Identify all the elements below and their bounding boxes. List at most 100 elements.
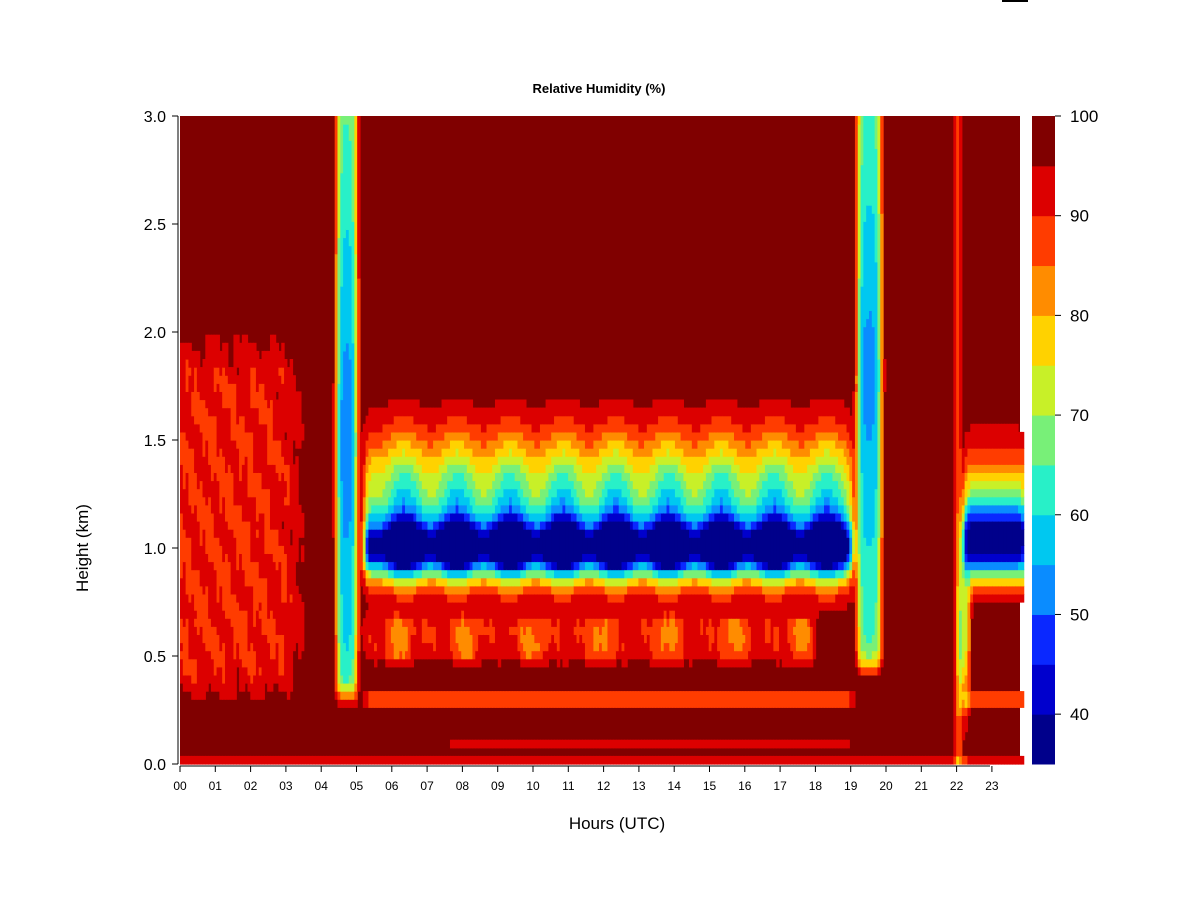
heatmap-cell <box>438 561 443 571</box>
heatmap-cell <box>669 521 673 571</box>
heatmap-cell <box>210 415 215 482</box>
heatmap-cell <box>449 480 454 490</box>
heatmap-cell <box>722 755 727 765</box>
heatmap-cell <box>517 448 521 457</box>
x-tick-label: 22 <box>950 779 964 793</box>
heatmap-cell <box>337 683 341 692</box>
heatmap-cell <box>219 448 223 514</box>
heatmap-cell <box>970 521 974 554</box>
heatmap-cell <box>472 755 476 765</box>
heatmap-cell <box>584 529 589 538</box>
heatmap-cell <box>596 577 600 587</box>
heatmap-cell <box>998 423 1002 449</box>
heatmap-cell <box>604 658 609 668</box>
heatmap-cell <box>537 537 541 554</box>
heatmap-cell <box>1012 496 1016 506</box>
heatmap-cell <box>556 464 561 473</box>
heatmap-cell <box>635 585 639 595</box>
heatmap-cell <box>523 472 527 498</box>
heatmap-cell <box>213 569 218 627</box>
heatmap-cell <box>371 496 375 506</box>
heatmap-cell <box>365 415 370 441</box>
heatmap-cell <box>531 440 535 457</box>
heatmap-cell <box>523 739 527 749</box>
heatmap-cell <box>475 456 479 473</box>
heatmap-cell <box>638 496 642 506</box>
heatmap-cell <box>767 569 772 579</box>
heatmap-cell <box>621 650 625 668</box>
heatmap-cell <box>601 585 606 595</box>
heatmap-cell <box>632 521 637 530</box>
heatmap-cell <box>683 739 687 749</box>
heatmap-cell <box>663 440 668 457</box>
heatmap-cell <box>644 691 648 708</box>
heatmap-cell <box>374 521 378 530</box>
heatmap-cell <box>790 618 794 652</box>
heatmap-cell <box>272 529 277 563</box>
heatmap-cell <box>554 577 558 587</box>
heatmap-cell <box>551 423 555 433</box>
heatmap-cell <box>247 496 251 522</box>
heatmap-cell <box>930 755 935 765</box>
heatmap-cell <box>404 593 409 603</box>
heatmap-cell <box>421 529 426 563</box>
heatmap-cell <box>607 521 611 571</box>
heatmap-cell <box>396 602 400 611</box>
heatmap-cell <box>573 399 578 425</box>
heatmap-cell <box>599 577 603 587</box>
heatmap-cell <box>779 440 783 457</box>
heatmap-cell <box>382 521 386 530</box>
heatmap-cell <box>340 286 344 401</box>
heatmap-cell <box>182 626 187 676</box>
heatmap-cell <box>764 642 769 660</box>
heatmap-cell <box>674 602 679 619</box>
heatmap-cell <box>821 488 825 506</box>
heatmap-cell <box>967 448 971 465</box>
heatmap-cell <box>509 488 513 498</box>
heatmap-cell <box>660 602 665 619</box>
heatmap-cell <box>677 472 682 482</box>
heatmap-cell <box>284 553 288 603</box>
heatmap-cell <box>407 585 412 595</box>
heatmap-cell <box>281 472 285 522</box>
heatmap-cell <box>472 561 476 571</box>
heatmap-cell <box>539 521 544 530</box>
heatmap-cell <box>568 456 572 465</box>
heatmap-cell <box>596 593 600 619</box>
heatmap-cell <box>815 577 819 587</box>
heatmap-cell <box>967 488 971 498</box>
heatmap-cell <box>447 448 451 457</box>
heatmap-cell <box>568 464 572 482</box>
heatmap-cell <box>390 504 395 514</box>
heatmap-cell <box>365 577 370 587</box>
heatmap-cell <box>340 116 344 174</box>
heatmap-cell <box>410 521 415 563</box>
heatmap-cell <box>337 691 341 700</box>
heatmap-cell <box>992 464 997 473</box>
heatmap-cell <box>511 634 516 660</box>
heatmap-cell <box>835 472 839 482</box>
heatmap-cell <box>402 464 406 473</box>
x-axis-label: Hours (UTC) <box>569 814 665 833</box>
heatmap-cell <box>601 691 606 708</box>
heatmap-cell <box>537 407 541 433</box>
heatmap-cell <box>402 472 406 490</box>
heatmap-cell <box>984 553 988 563</box>
heatmap-cell <box>548 739 552 749</box>
heatmap-cell <box>666 626 670 644</box>
heatmap-cell <box>525 626 530 660</box>
heatmap-cell <box>812 593 817 660</box>
heatmap-cell <box>604 512 609 522</box>
heatmap-cell <box>286 367 291 465</box>
heatmap-cell <box>877 116 881 214</box>
heatmap-cell <box>404 569 409 579</box>
heatmap-cell <box>461 415 465 433</box>
heatmap-cell <box>188 448 192 506</box>
heatmap-cell <box>652 448 656 465</box>
heatmap-cell <box>427 431 431 449</box>
heatmap-cell <box>506 512 510 522</box>
heatmap-cell <box>635 561 639 571</box>
heatmap-cell <box>964 456 969 473</box>
heatmap-cell <box>584 739 589 749</box>
heatmap-cell <box>652 755 656 765</box>
